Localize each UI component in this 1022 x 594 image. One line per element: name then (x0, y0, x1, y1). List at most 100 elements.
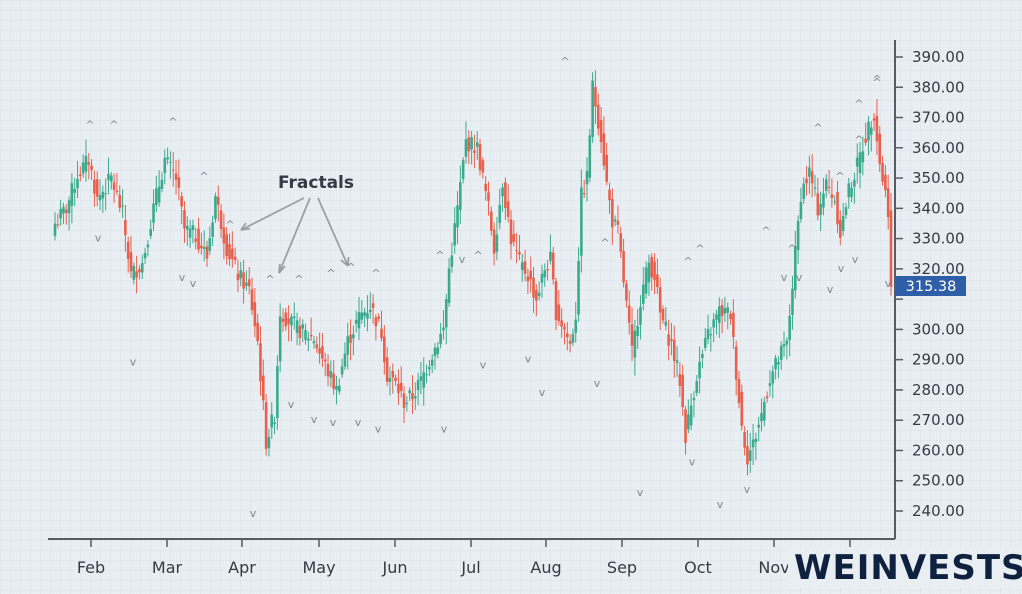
candle (442, 310, 445, 340)
candle-body (478, 144, 482, 171)
candle-body (577, 261, 580, 315)
fractal-high-marker: ^ (109, 119, 118, 132)
candle-body (827, 186, 831, 188)
candle-body (380, 328, 383, 339)
candle-body (132, 265, 136, 280)
candle-body (509, 219, 513, 245)
candle-body (292, 316, 296, 319)
y-tick-label: 280.00 (912, 381, 965, 399)
candle-body (746, 446, 749, 465)
candle-body (748, 450, 752, 462)
fractal-low-marker: v (95, 232, 102, 245)
candle (630, 307, 634, 361)
candle (56, 213, 60, 229)
candle-body (855, 157, 859, 167)
candle-body (287, 318, 290, 324)
fractals-annotation: Fractals (240, 173, 354, 274)
candle (264, 393, 268, 456)
fractal-high-marker: ^ (371, 267, 380, 280)
candle (712, 312, 715, 343)
candle-body (360, 312, 364, 320)
fractal-low-marker: v (311, 413, 318, 426)
candle (619, 226, 623, 259)
candle (684, 406, 687, 455)
candle-body (383, 336, 386, 363)
candle-body (371, 303, 375, 308)
candle-body (121, 205, 124, 207)
candle (585, 157, 589, 202)
candle-body (529, 270, 533, 280)
candle (239, 261, 243, 287)
candle-body (698, 361, 701, 379)
candle (405, 396, 409, 412)
candle (611, 188, 614, 245)
candle (419, 361, 423, 395)
candle-body (450, 255, 454, 267)
candle (886, 174, 890, 230)
candle-body (549, 251, 552, 261)
candle (135, 255, 138, 294)
candle-body (760, 413, 763, 422)
candle-body (188, 228, 192, 238)
candle (650, 253, 654, 291)
fractal-low-marker: v (744, 483, 751, 496)
candle-body (492, 229, 496, 254)
candle-body (233, 256, 237, 261)
candle-body (70, 183, 74, 206)
candle (839, 210, 842, 246)
candle-body (619, 233, 623, 252)
candle-body (290, 316, 293, 326)
fractal-low-marker: v (480, 359, 487, 372)
candle (599, 106, 603, 153)
candle-body (729, 313, 732, 320)
candle (84, 139, 88, 182)
candle (453, 207, 457, 254)
candle-body (329, 371, 333, 378)
candle (152, 189, 155, 231)
x-tick-label: Oct (684, 558, 712, 577)
candle (250, 277, 254, 316)
candle-body (594, 87, 597, 107)
fractal-low-marker: v (838, 262, 845, 275)
candle (737, 370, 741, 409)
candle (174, 159, 178, 195)
candle-body (754, 438, 758, 443)
candle-body (732, 312, 735, 338)
candle-body (872, 118, 876, 121)
candle (329, 360, 333, 388)
candle-body (546, 269, 549, 271)
candle-body (813, 187, 817, 189)
y-axis-ticks: 240.00 250.00 260.00 270.00 280.00 290.00 300.… (895, 48, 965, 520)
last-price-label: 315.38 (906, 279, 957, 295)
candle-body (875, 116, 879, 142)
candle (273, 416, 276, 435)
fractal-low-marker: v (441, 422, 448, 435)
candle-body (163, 158, 167, 173)
fractal-low-marker: v (594, 377, 601, 390)
candle-body (200, 245, 203, 249)
candle (748, 432, 752, 473)
candle-body (444, 299, 448, 328)
candle-body (518, 252, 521, 255)
candle-body (104, 193, 107, 195)
candle-body (245, 282, 248, 286)
candle (529, 256, 533, 293)
annotation-label: Fractals (278, 173, 354, 193)
fractal-low-marker: v (637, 486, 644, 499)
candle-body (489, 211, 493, 231)
candle-body (231, 248, 234, 259)
candle-body (276, 366, 279, 419)
candle (428, 359, 431, 377)
candle (568, 334, 572, 353)
candle-body (791, 288, 794, 315)
candle (692, 391, 696, 418)
candle-body (298, 325, 302, 339)
candle-body (599, 119, 603, 143)
candle-body (580, 187, 583, 256)
candle-body (737, 379, 741, 404)
y-tick-label: 270.00 (912, 411, 965, 429)
candle (746, 430, 749, 476)
candle (543, 263, 547, 287)
candle (743, 426, 746, 456)
candle-body (543, 270, 547, 278)
